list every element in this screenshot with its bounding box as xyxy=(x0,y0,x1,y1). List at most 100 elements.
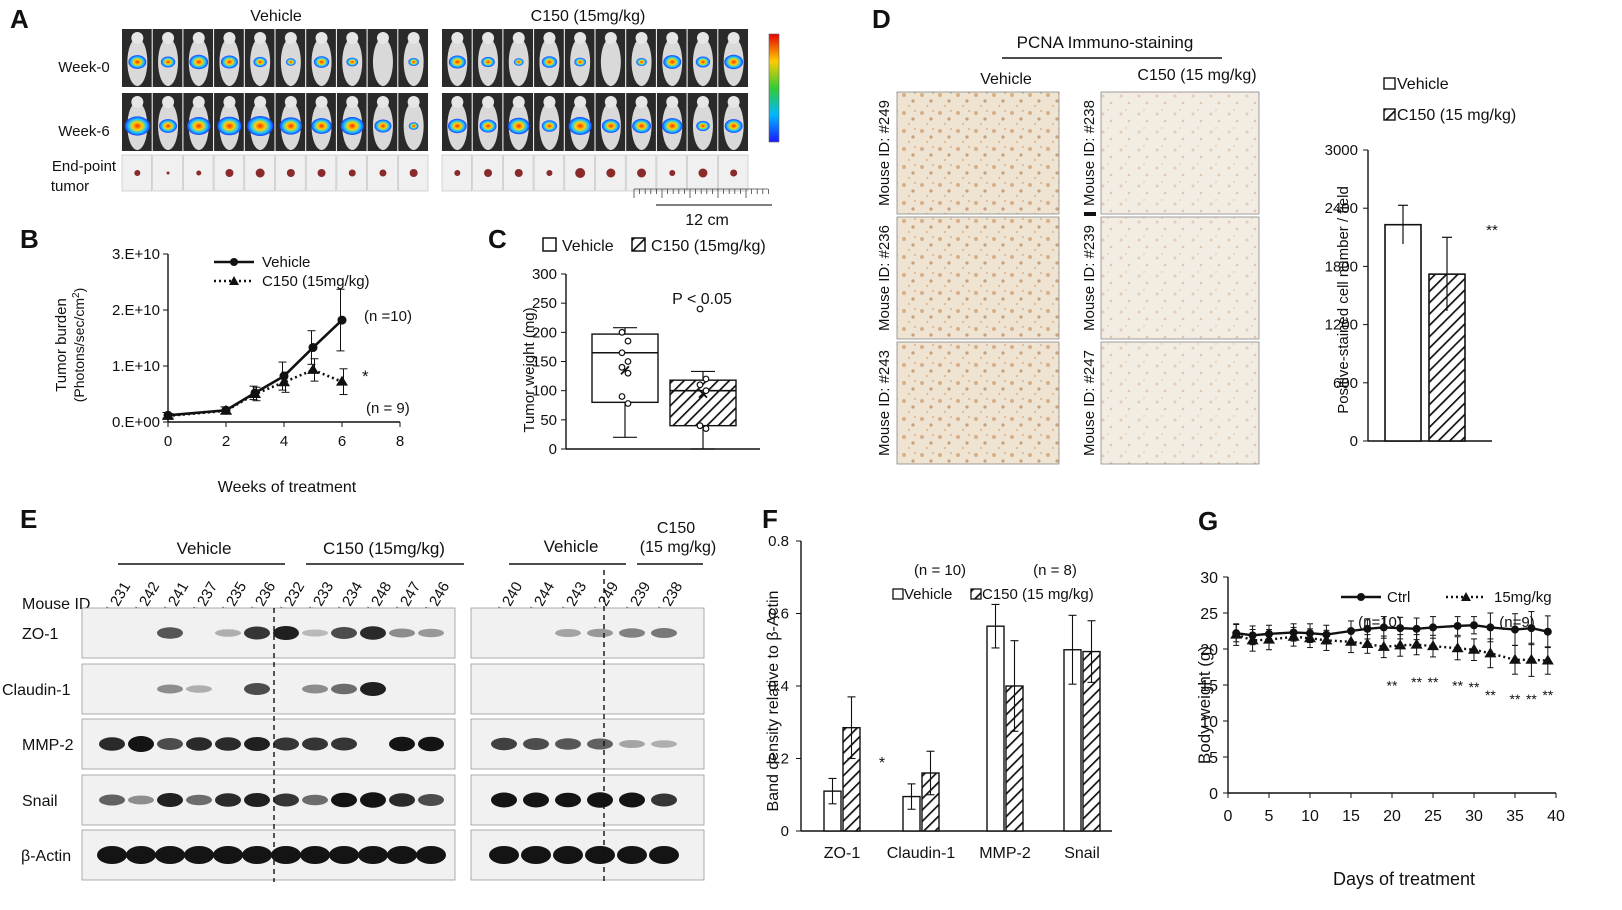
e-band xyxy=(360,626,386,640)
luminescence-signal xyxy=(189,54,209,70)
luminescence-signal xyxy=(663,55,682,69)
f-y-tick-label: 0.6 xyxy=(768,606,789,623)
e-band xyxy=(389,793,415,807)
c-data-point xyxy=(624,358,632,365)
g-point-triangle xyxy=(1484,647,1497,658)
b-point-triangle xyxy=(162,409,174,420)
e-band xyxy=(213,846,243,864)
g-x-tick-label: 10 xyxy=(1301,808,1319,825)
g-x-tick-label: 5 xyxy=(1265,808,1274,825)
panel-a-group-c150: C150 (15mg/kg) xyxy=(531,8,646,25)
c-y-tick-label: 0 xyxy=(549,441,557,458)
c-y-tick-label: 300 xyxy=(532,266,557,283)
panel-e: E Vehicle C150 (15mg/kg) Vehicle C150 (1… xyxy=(2,504,716,882)
luminescence-signal xyxy=(541,120,558,132)
g-point-triangle xyxy=(1541,654,1554,665)
mouse-head xyxy=(346,96,359,108)
luminescence-signal xyxy=(724,119,743,133)
c-data-point xyxy=(702,425,710,432)
luminescence-signal xyxy=(448,55,466,69)
f-x-tick-label: MMP-2 xyxy=(979,845,1031,862)
ihc-image-c150 xyxy=(1100,341,1260,465)
e-band xyxy=(389,736,415,752)
e-band xyxy=(555,792,581,808)
e-band xyxy=(521,846,551,864)
mouse-silhouette xyxy=(372,38,393,86)
g-significance-stars: ** xyxy=(1510,691,1521,707)
e-band xyxy=(331,792,357,808)
e-band xyxy=(587,738,613,750)
e-protein-label: β-Actin xyxy=(21,848,71,865)
g-y-tick-label: 20 xyxy=(1200,642,1218,659)
luminescence-signal xyxy=(346,57,359,67)
mouse-head xyxy=(223,96,236,108)
f-legend-vehicle: Vehicle xyxy=(904,586,952,603)
luminescence-signal xyxy=(508,117,530,135)
g-point-triangle xyxy=(1394,639,1407,650)
e-band xyxy=(244,793,270,807)
g-significance-stars: ** xyxy=(1428,674,1439,690)
e-blot-right xyxy=(470,663,705,715)
b-annotation-star: * xyxy=(362,367,369,386)
d-title: PCNA Immuno-staining xyxy=(1017,33,1194,52)
g-x-tick-label: 35 xyxy=(1506,808,1524,825)
d-mouse-id-right: Mouse ID: #239 xyxy=(1081,225,1098,331)
tumor-specimen xyxy=(454,170,461,176)
mouse-silhouette xyxy=(600,38,621,86)
g-y-tick-label: 25 xyxy=(1200,606,1218,623)
e-band xyxy=(157,793,183,807)
g-point-circle xyxy=(1363,624,1372,633)
luminescence-signal xyxy=(447,118,467,134)
luminescence-signal xyxy=(187,117,211,135)
luminescence-signal xyxy=(513,58,524,66)
e-band xyxy=(553,846,583,864)
mouse-head xyxy=(284,32,297,44)
e-band xyxy=(331,737,357,751)
e-band xyxy=(418,628,444,638)
d-y-tick-label: 3000 xyxy=(1325,142,1358,159)
g-y-tick-label: 5 xyxy=(1209,750,1218,767)
b-annotation-n10: (n =10) xyxy=(364,308,412,325)
e-band xyxy=(157,627,183,639)
mouse-head xyxy=(376,32,389,44)
tumor-specimen xyxy=(166,171,170,175)
b-annotation-n9: (n = 9) xyxy=(366,400,410,417)
b-ylabel-end: ) xyxy=(71,288,87,293)
tumor-specimen xyxy=(255,168,265,178)
e-protein-label: MMP-2 xyxy=(22,737,74,754)
f-x-tick-label: ZO-1 xyxy=(824,845,861,862)
mouse-head xyxy=(512,32,525,44)
g-legend-ctrl: Ctrl xyxy=(1387,589,1410,606)
g-legend: Ctrl 15mg/kg (n=10) (n=9) xyxy=(1341,589,1552,631)
mouse-head xyxy=(451,32,464,44)
e-header-vehicle-1: Vehicle xyxy=(177,539,232,558)
g-point-triangle xyxy=(1304,632,1316,643)
e-band xyxy=(491,792,517,808)
mouse-head xyxy=(727,96,740,108)
g-point-triangle xyxy=(1377,640,1390,651)
e-band xyxy=(302,794,328,806)
f-note-n8: (n = 8) xyxy=(1033,562,1077,579)
mouse-head xyxy=(635,32,648,44)
c-data-point xyxy=(624,400,632,407)
e-band xyxy=(184,846,214,864)
d-legend-swatch-vehicle xyxy=(1383,77,1396,90)
g-point-circle xyxy=(1527,624,1536,633)
g-point-circle xyxy=(1396,624,1405,633)
g-point-triangle xyxy=(1451,642,1464,653)
mouse-head xyxy=(284,96,297,108)
row-label-endpoint: End-point xyxy=(52,158,117,175)
e-band xyxy=(651,793,677,807)
g-point-triangle xyxy=(1345,635,1357,646)
luminescence-signal xyxy=(124,116,150,136)
panel-label-b: B xyxy=(20,224,39,254)
g-x-tick-label: 15 xyxy=(1342,808,1360,825)
mouse-head xyxy=(407,96,420,108)
g-series-line-0 xyxy=(1236,624,1549,637)
e-protein-label: Snail xyxy=(22,793,58,810)
g-point-circle xyxy=(1511,625,1519,634)
panel-c-chart: C Vehicle C150 (15mg/kg) P < 0.05 Tumor … xyxy=(488,224,766,458)
c-data-point xyxy=(618,349,626,357)
tumor-specimen xyxy=(606,168,616,178)
g-significance-stars: ** xyxy=(1485,687,1496,703)
